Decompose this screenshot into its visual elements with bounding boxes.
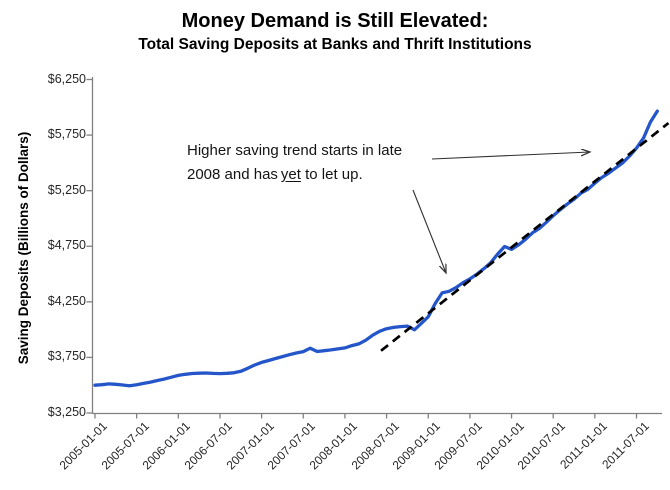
chart-subtitle: Total Saving Deposits at Banks and Thrif… [138, 36, 532, 53]
y-tick-label: $3,250 [47, 405, 86, 419]
annotation-arrow-2 [412, 189, 446, 273]
annotation-line1: Higher saving trend starts in late [187, 142, 403, 159]
y-tick-label: $6,250 [47, 71, 86, 86]
annotation-arrow-1 [431, 152, 590, 160]
y-tick-label: $5,250 [47, 182, 86, 197]
annotation-line2: 2008 and has yet to let up. [187, 166, 363, 183]
y-tick-label: $5,750 [47, 127, 86, 142]
chart-title: Money Demand is Still Elevated: [181, 10, 489, 32]
trend-line [380, 122, 670, 352]
y-tick-label: $4,750 [47, 238, 86, 253]
y-tick-label: $4,250 [47, 293, 86, 308]
annotation-text: Higher saving trend starts in late 2008 … [187, 139, 402, 187]
y-tick-label: $3,750 [47, 349, 86, 364]
underlined-word: yet [280, 166, 301, 183]
